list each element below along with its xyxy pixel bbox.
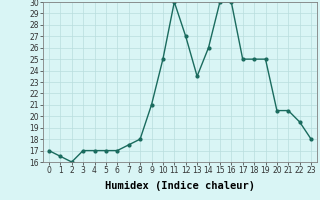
X-axis label: Humidex (Indice chaleur): Humidex (Indice chaleur) xyxy=(105,181,255,191)
